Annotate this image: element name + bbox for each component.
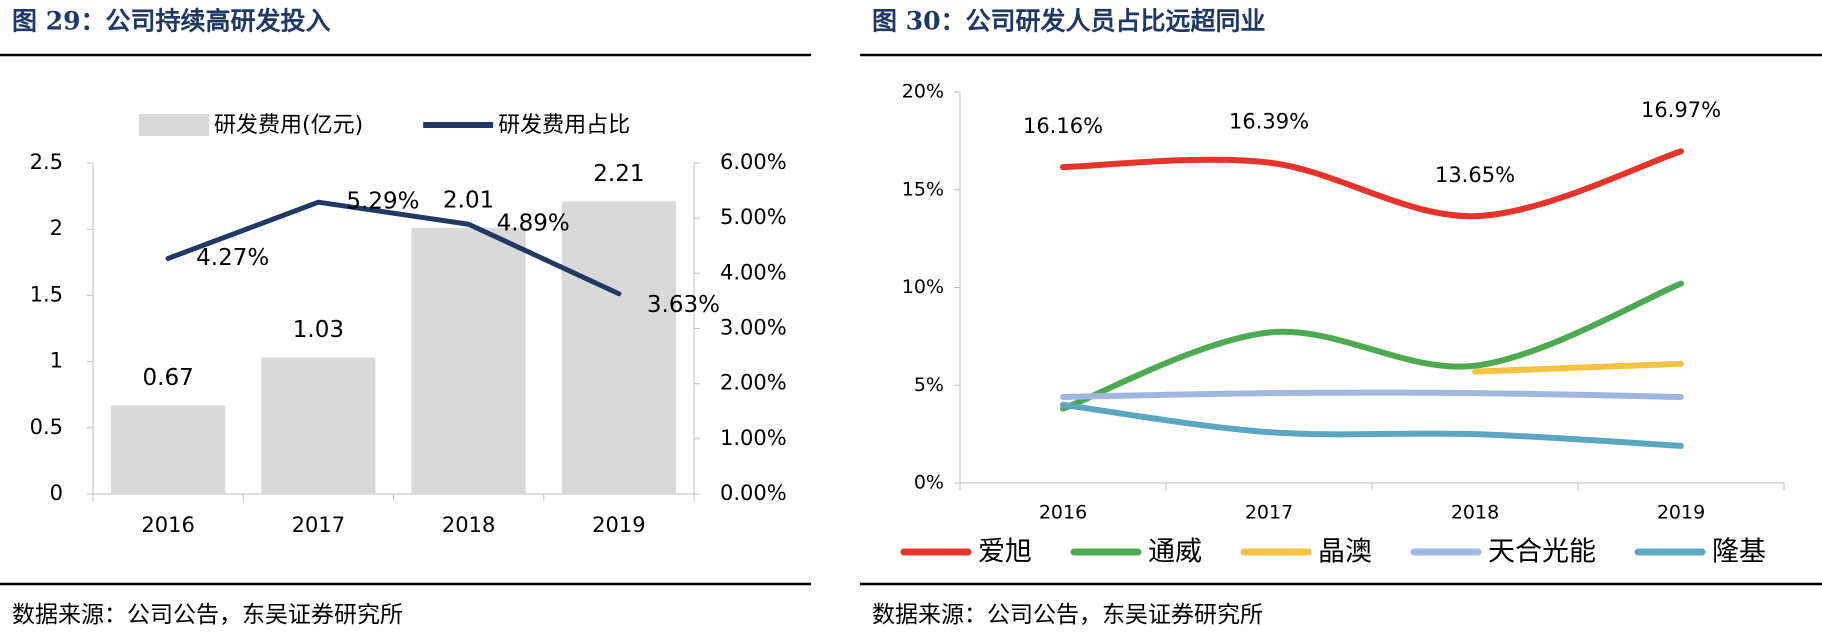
legend-swatch [139,114,209,136]
y-tick-label: 2 [50,216,63,240]
x-tick-label: 2018 [1451,502,1499,524]
series-line [1060,401,1684,449]
x-tick-label: 2016 [141,513,194,537]
series-line [1060,389,1684,400]
series-line [1060,280,1684,412]
x-tick-label: 2019 [592,513,645,537]
x-tick-label: 2019 [1657,502,1705,524]
data-label: 16.39% [1229,110,1309,134]
bar [411,227,526,494]
data-label: 3.63% [647,292,720,318]
y2-tick-label: 5.00% [720,205,787,229]
legend-label: 研发费用(亿元) [214,113,363,138]
y2-tick-label: 2.00% [720,371,787,395]
y-tick-label: 15% [902,178,944,200]
legend-label: 隆基 [1712,537,1766,568]
x-tick-label: 2018 [442,513,495,537]
data-label: 1.03 [293,317,344,343]
chart-title: 图 29：公司持续高研发投入 [12,7,331,36]
source-note: 数据来源：公司公告，东吴证券研究所 [872,602,1263,628]
data-label: 16.16% [1023,114,1103,138]
y2-tick-label: 3.00% [720,316,787,340]
y-tick-label: 0.5 [30,415,63,439]
data-label: 4.27% [196,245,269,271]
bar [561,201,676,494]
data-label: 16.97% [1641,98,1721,122]
y2-tick-label: 1.00% [720,426,787,450]
data-label: 4.89% [497,211,570,237]
y2-tick-label: 4.00% [720,260,787,284]
data-label: 2.21 [593,161,644,187]
series-line [1060,148,1684,220]
x-tick-label: 2017 [292,513,345,537]
y-tick-label: 0 [50,481,63,505]
y-tick-label: 1 [50,349,63,373]
legend-label: 爱旭 [978,537,1032,568]
series-line [1472,360,1684,375]
data-label: 2.01 [443,187,494,213]
x-tick-label: 2016 [1039,502,1087,524]
data-label: 5.29% [346,189,419,215]
legend-label: 通威 [1148,537,1202,568]
chart-title: 图 30：公司研发人员占比远超同业 [872,7,1266,36]
legend-label: 天合光能 [1488,537,1596,568]
source-note: 数据来源：公司公告，东吴证券研究所 [12,602,403,628]
y-tick-label: 1.5 [30,282,63,306]
x-tick-label: 2017 [1245,502,1293,524]
y-tick-label: 0% [914,472,944,494]
bar [261,357,376,494]
legend-label: 晶澳 [1318,537,1372,568]
series-line [165,199,622,297]
bar [111,405,226,494]
data-label: 13.65% [1435,163,1515,187]
y2-tick-label: 0.00% [720,481,787,505]
y-tick-label: 2.5 [30,150,63,174]
y-tick-label: 5% [914,374,944,396]
y-tick-label: 20% [902,81,944,103]
legend-label: 研发费用占比 [498,113,630,138]
y-tick-label: 10% [902,276,944,298]
y2-tick-label: 6.00% [720,150,787,174]
data-label: 0.67 [143,365,194,391]
